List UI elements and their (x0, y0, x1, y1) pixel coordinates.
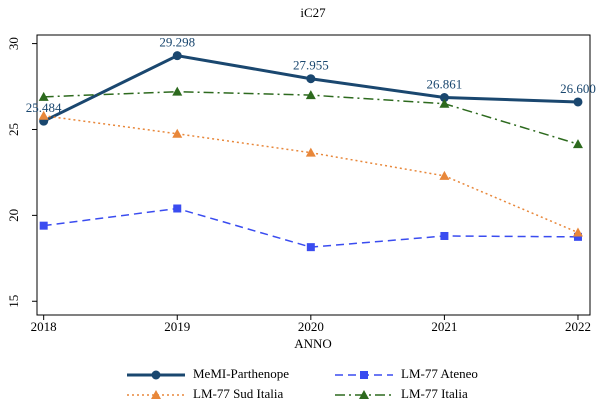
point (440, 231, 449, 240)
value-label: 26.861 (427, 76, 463, 91)
value-label: 25.484 (26, 100, 62, 115)
point (172, 86, 183, 96)
point (439, 98, 450, 108)
point (439, 170, 450, 180)
legend-marker (360, 371, 368, 379)
series-line (43, 207, 578, 248)
y-tick-label: 25 (6, 123, 21, 136)
value-label: 26.600 (560, 81, 596, 96)
legend-marker (151, 370, 161, 380)
x-axis-label: ANNO (294, 336, 332, 351)
legend-marker (359, 390, 369, 399)
legend-label: LM-77 Italia (401, 386, 468, 401)
point (439, 93, 449, 103)
value-label: 29.298 (159, 35, 195, 50)
value-label: 27.955 (293, 58, 329, 73)
point (172, 128, 183, 138)
point (305, 147, 316, 157)
y-tick-label: 30 (6, 37, 21, 50)
point (38, 91, 49, 101)
y-tick-label: 15 (6, 295, 21, 308)
point (306, 243, 315, 252)
legend-label: MeMI-Parthenope (193, 366, 289, 381)
x-tick-label: 2021 (431, 319, 457, 334)
point (173, 204, 182, 213)
legend-label: LM-77 Ateneo (401, 366, 478, 381)
point (172, 51, 182, 61)
point (573, 97, 583, 107)
x-tick-label: 2020 (298, 319, 324, 334)
point (572, 139, 583, 149)
point (573, 232, 582, 241)
y-tick-label: 20 (6, 209, 21, 222)
point (305, 90, 316, 100)
chart-title: iC27 (300, 5, 326, 20)
point (38, 110, 49, 120)
x-tick-label: 2022 (565, 319, 591, 334)
x-tick-label: 2019 (164, 319, 190, 334)
point (306, 74, 316, 84)
point (572, 227, 583, 237)
plot-frame (36, 34, 591, 316)
x-tick-label: 2018 (31, 319, 57, 334)
legend-label: LM-77 Sud Italia (193, 386, 283, 401)
point (39, 221, 48, 230)
legend-marker (151, 390, 161, 399)
